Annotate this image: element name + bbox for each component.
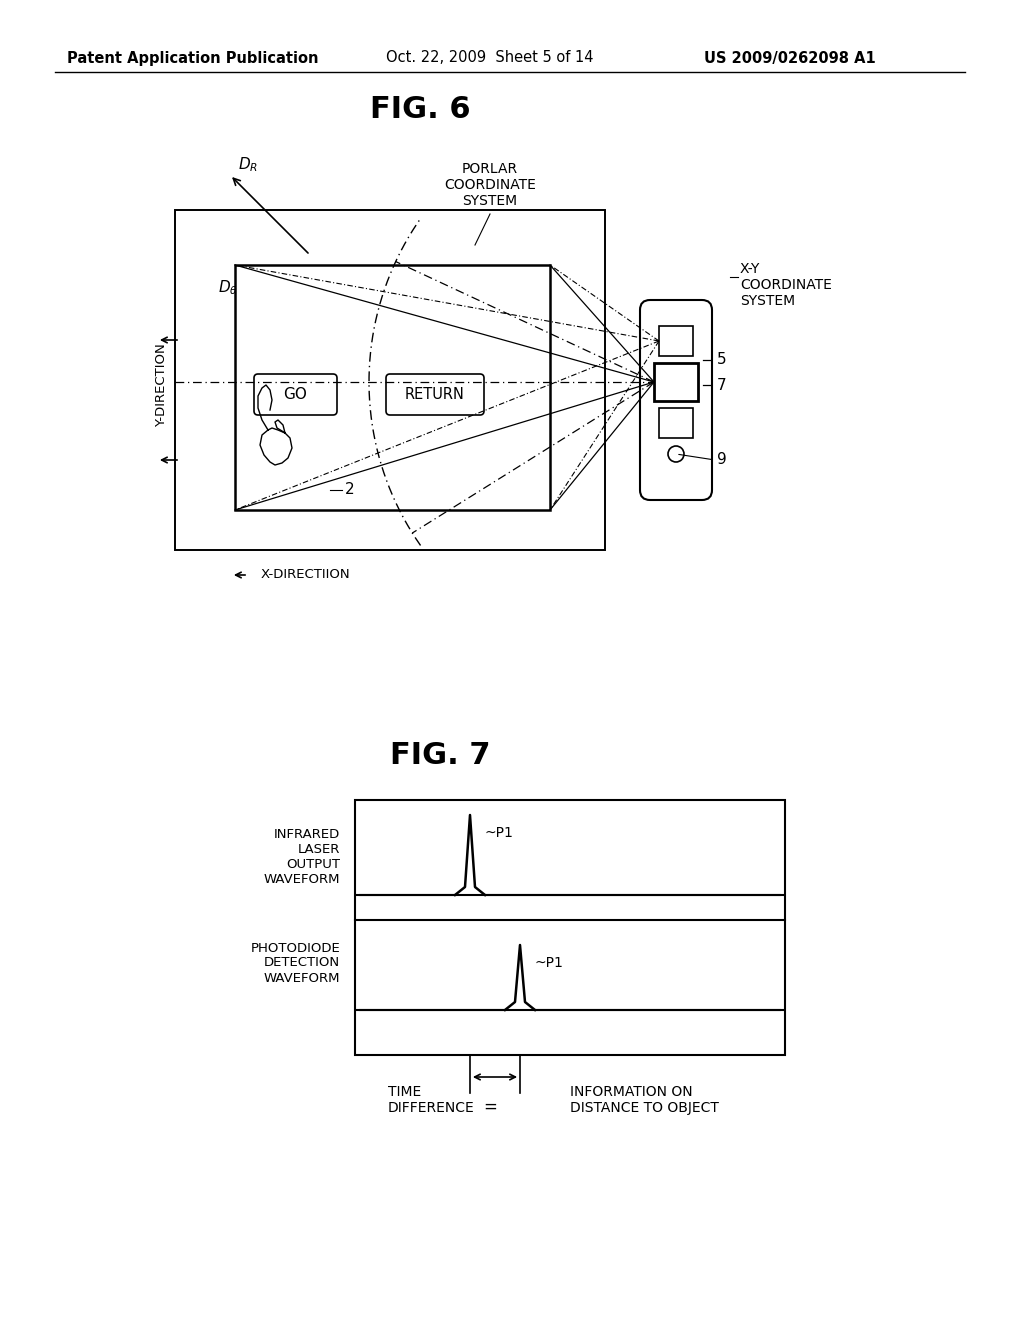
Text: PHOTODIODE
DETECTION
WAVEFORM: PHOTODIODE DETECTION WAVEFORM xyxy=(250,941,340,985)
Text: Patent Application Publication: Patent Application Publication xyxy=(68,50,318,66)
Bar xyxy=(659,326,693,356)
Text: TIME
DIFFERENCE: TIME DIFFERENCE xyxy=(388,1085,475,1115)
Text: =: = xyxy=(483,1098,497,1115)
FancyBboxPatch shape xyxy=(386,374,484,414)
Bar xyxy=(659,408,693,438)
Text: FIG. 6: FIG. 6 xyxy=(370,95,470,124)
Text: 7: 7 xyxy=(717,378,727,392)
Text: Y-DIRECTION: Y-DIRECTION xyxy=(156,343,169,426)
Bar xyxy=(234,265,550,510)
Text: ~P1: ~P1 xyxy=(484,826,513,840)
Text: RETURN: RETURN xyxy=(406,387,465,403)
Text: INFRARED
LASER
OUTPUT
WAVEFORM: INFRARED LASER OUTPUT WAVEFORM xyxy=(263,828,340,886)
Text: 5: 5 xyxy=(717,352,727,367)
Text: X-Y
COORDINATE
SYSTEM: X-Y COORDINATE SYSTEM xyxy=(740,261,831,308)
Bar xyxy=(355,800,785,1055)
Bar xyxy=(654,363,698,401)
Text: $D_{\theta}$: $D_{\theta}$ xyxy=(218,279,238,297)
Text: INFORMATION ON
DISTANCE TO OBJECT: INFORMATION ON DISTANCE TO OBJECT xyxy=(570,1085,719,1115)
Text: $D_R$: $D_R$ xyxy=(238,156,258,174)
Text: FIG. 7: FIG. 7 xyxy=(390,741,490,770)
FancyBboxPatch shape xyxy=(640,300,712,500)
Text: US 2009/0262098 A1: US 2009/0262098 A1 xyxy=(705,50,876,66)
Text: 9: 9 xyxy=(717,453,727,467)
Text: GO: GO xyxy=(284,387,307,403)
FancyBboxPatch shape xyxy=(254,374,337,414)
Text: 2: 2 xyxy=(345,483,354,498)
Text: ~P1: ~P1 xyxy=(534,956,563,970)
Text: PORLAR
COORDINATE
SYSTEM: PORLAR COORDINATE SYSTEM xyxy=(444,162,536,209)
Bar xyxy=(175,210,605,550)
Text: X-DIRECTIION: X-DIRECTIION xyxy=(261,569,350,582)
Text: Oct. 22, 2009  Sheet 5 of 14: Oct. 22, 2009 Sheet 5 of 14 xyxy=(386,50,594,66)
